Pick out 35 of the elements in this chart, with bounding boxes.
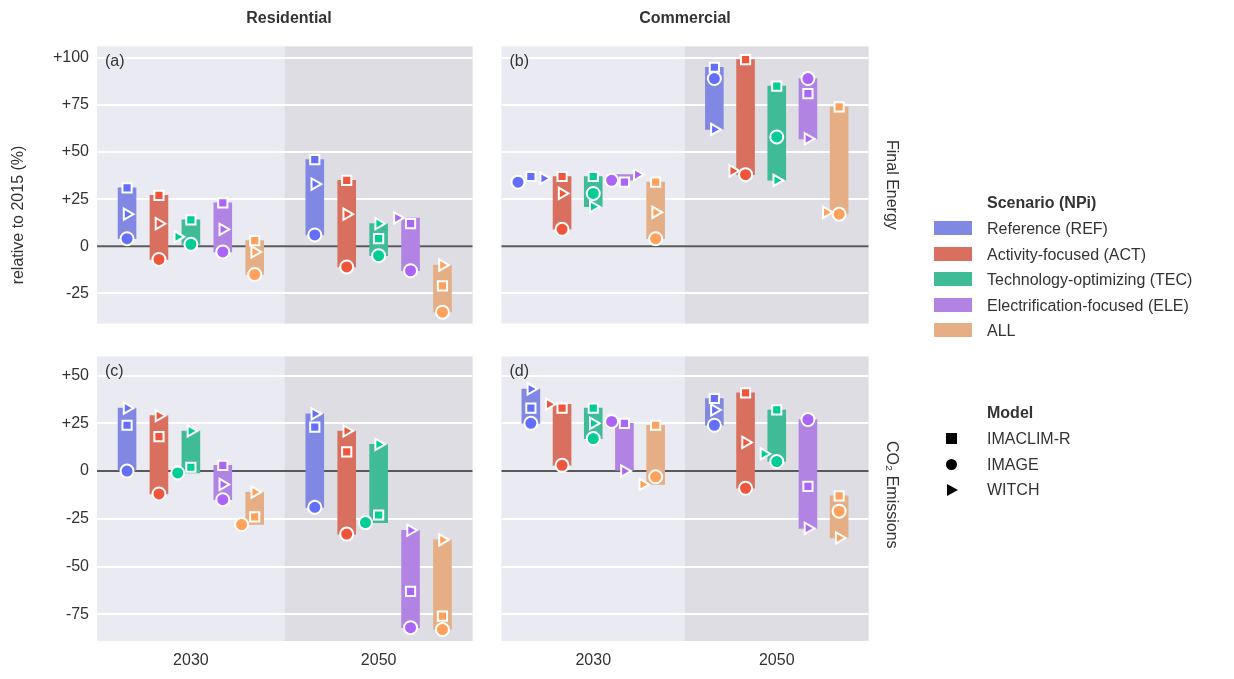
text: IMACLIM-R	[987, 429, 1071, 449]
legend-label: Reference (REF)	[987, 219, 1108, 239]
y-tick-label: +50	[61, 366, 90, 383]
y2-axis-title: Final Energy	[883, 139, 902, 232]
chart-title: Residential	[245, 9, 333, 27]
annotation: (b)	[509, 51, 530, 69]
y-tick-label: -75	[65, 604, 90, 622]
y-tick-label: +25	[61, 189, 90, 207]
y-tick-label: +75	[61, 95, 90, 113]
y-tick-label: -50	[65, 556, 90, 574]
y-tick-label: 0	[80, 461, 90, 479]
x-tick-label: 2030	[173, 651, 209, 669]
y2-axis-title: CO₂ Emissions	[883, 439, 902, 551]
legend-title: Model	[987, 403, 1035, 423]
x-tick-label: 2050	[360, 651, 397, 669]
x-tick-label: 2030	[575, 651, 612, 669]
x-tick-label: 2050	[758, 651, 795, 669]
y-axis-title: relative to 2015 (%)	[9, 145, 27, 285]
y-tick-label: +50	[61, 142, 90, 160]
chart-title: Commercial	[638, 9, 732, 27]
y-tick-label: -25	[65, 283, 90, 301]
text: IMAGE	[987, 454, 1039, 475]
annotation: (a)	[105, 51, 125, 69]
legend-label: Activity-focused (ACT)	[987, 244, 1147, 265]
y-tick-label: -25	[65, 509, 90, 527]
legend-label: ALL	[987, 321, 1016, 341]
y-tick-label: +100	[52, 48, 90, 66]
y-tick-label: +25	[61, 413, 90, 431]
annotation: (c)	[105, 361, 124, 379]
legend-label: Electrification-focused (ELE)	[987, 295, 1189, 316]
y-tick-label: 0	[80, 236, 90, 254]
annotation: (d)	[509, 361, 530, 379]
legend-label: Technology-optimizing (TEC)	[987, 270, 1193, 290]
text: WITCH	[987, 480, 1040, 500]
legend-title: Scenario (NPi)	[987, 193, 1098, 213]
